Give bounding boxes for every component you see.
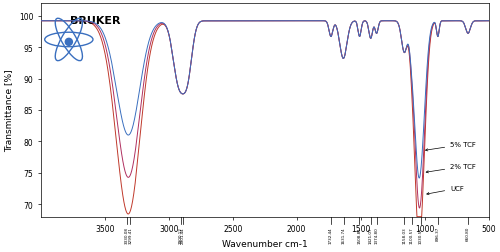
Text: 3330.08: 3330.08 bbox=[124, 226, 128, 243]
Text: UCF: UCF bbox=[427, 186, 464, 195]
Text: 1732.44: 1732.44 bbox=[329, 226, 333, 243]
X-axis label: Wavenumber cm-1: Wavenumber cm-1 bbox=[222, 239, 308, 248]
Text: 1631.74: 1631.74 bbox=[342, 226, 346, 243]
Text: 5% TCF: 5% TCF bbox=[426, 142, 476, 151]
Text: 896.37: 896.37 bbox=[436, 226, 440, 240]
Text: 2% TCF: 2% TCF bbox=[426, 164, 476, 173]
Text: 1030.57: 1030.57 bbox=[418, 226, 422, 243]
Text: BRUKER: BRUKER bbox=[70, 16, 120, 26]
Text: 1158.03: 1158.03 bbox=[402, 226, 406, 243]
Text: 660.80: 660.80 bbox=[466, 226, 470, 240]
Text: 3299.41: 3299.41 bbox=[128, 226, 132, 243]
Text: 1374.80: 1374.80 bbox=[374, 226, 378, 243]
Text: 2900.12: 2900.12 bbox=[179, 226, 183, 243]
Text: 2901.44: 2901.44 bbox=[181, 226, 185, 243]
Text: 1508.81: 1508.81 bbox=[358, 226, 362, 243]
Y-axis label: Transmittance [%]: Transmittance [%] bbox=[4, 69, 13, 152]
Text: 1421.07: 1421.07 bbox=[368, 226, 372, 243]
Text: 1100.57: 1100.57 bbox=[410, 226, 414, 243]
